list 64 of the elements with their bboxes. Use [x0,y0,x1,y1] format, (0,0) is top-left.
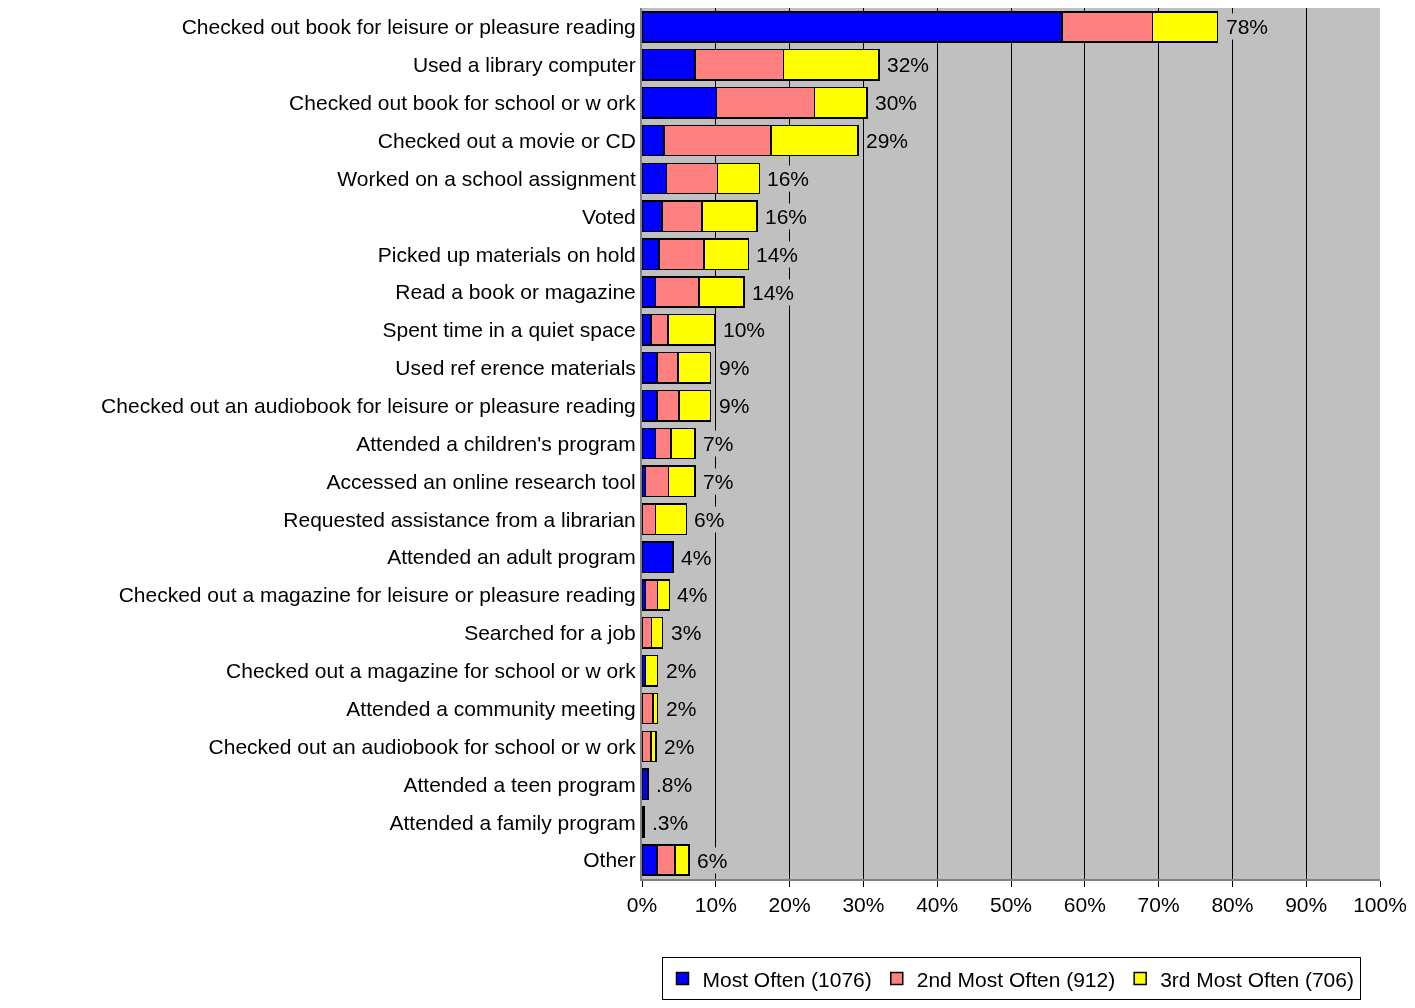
y-tick-label: Voted [582,204,636,228]
x-tick-label: 80% [1211,893,1254,917]
x-tick-label: 0% [626,893,658,917]
y-tick-label: Attended a community meeting [346,696,636,720]
total-label: .3% [652,811,689,834]
total-label: 7% [703,470,734,493]
y-tick-label: Requested assistance from a librarian [283,507,636,531]
total-label: 30% [875,91,918,114]
y-tick-label: Checked out an audiobook for school or w ork [208,734,637,758]
y-tick-label: Worked on a school assignment [337,166,636,190]
x-tick-label: 40% [916,893,959,917]
total-label: 14% [756,243,799,266]
bar [642,768,649,801]
y-tick-label: Checked out a magazine for leisure or pleasure reading [118,583,636,607]
total-label: 9% [719,356,750,379]
total-label: 9% [719,394,750,417]
total-label: .8% [656,773,693,796]
x-tick-label: 60% [1063,893,1106,917]
y-tick-label: Accessed an online research tool [326,469,636,493]
x-tick-label: 90% [1285,893,1328,917]
x-tick-label: 70% [1137,893,1180,917]
y-tick-label: Checked out an audiobook for leisure or pleasure reading [101,393,636,417]
bar [642,806,645,839]
total-label: 10% [723,318,766,341]
x-tick-label: 30% [842,893,885,917]
y-tick-label: Picked up materials on hold [377,242,636,266]
x-tick-label: 100% [1353,893,1407,917]
total-label: 6% [697,849,728,872]
y-tick-label: Attended a children's program [356,431,636,455]
legend-label: 3rd Most Often (706) [1160,967,1354,991]
y-tick-label: Attended an adult program [387,545,636,569]
total-label: 78% [1226,15,1269,38]
x-tick-label: 20% [768,893,811,917]
legend-label: Most Often (1076) [702,967,872,991]
total-label: 3% [671,621,702,644]
y-tick-label: Other [583,848,636,872]
y-tick-label: Attended a family program [389,810,636,834]
y-tick-label: Attended a teen program [403,772,636,796]
total-label: 14% [752,281,795,304]
bar [644,654,659,687]
x-tick-label: 10% [694,893,737,917]
total-label: 29% [866,129,909,152]
y-tick-label: Searched for a job [464,621,636,645]
y-tick-label: Checked out a movie or CD [377,128,636,152]
y-tick-label: Checked out a magazine for school or w ork [226,659,637,683]
y-tick-label: Used a library computer [412,53,636,77]
total-label: 16% [767,167,810,190]
y-tick-label: Checked out book for school or w ork [289,91,637,115]
y-tick-label: Used ref erence materials [395,356,636,380]
x-tick-label: 50% [989,893,1033,917]
total-label: 7% [703,432,734,455]
y-tick-label: Checked out book for leisure or pleasure reading [181,15,636,39]
total-label: 16% [765,205,808,228]
y-tick-label: Read a book or magazine [395,280,636,304]
total-label: 32% [887,53,930,76]
total-label: 2% [666,697,697,720]
total-label: 4% [677,583,708,606]
total-label: 2% [666,659,697,682]
legend-label: 2nd Most Often (912) [916,967,1116,991]
y-tick-label: Spent time in a quiet space [382,318,636,342]
total-label: 4% [681,546,712,569]
total-label: 6% [694,508,725,531]
total-label: 2% [664,735,695,758]
bar [642,541,674,574]
